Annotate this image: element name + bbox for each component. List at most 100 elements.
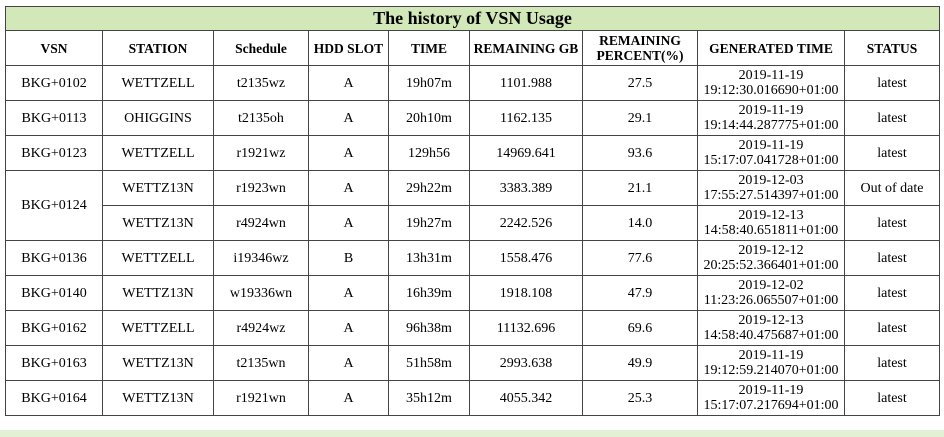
generated-date: 2019-12-13 [738, 208, 804, 223]
cell-time: 16h39m [388, 275, 470, 311]
cell-hdd-slot: A [308, 170, 389, 206]
cell-station: WETTZ13N [102, 205, 214, 241]
cell-hdd-slot: A [308, 135, 389, 171]
cell-schedule: r1921wn [213, 380, 309, 416]
cell-remaining-gb: 1101.988 [469, 65, 583, 101]
cell-hdd-slot: A [308, 275, 389, 311]
cell-station: WETTZELL [102, 240, 214, 276]
table-row: BKG+0162 WETTZELL r4924wz A 96h38m 11132… [5, 310, 940, 346]
cell-generated-time: 2019-11-19 19:12:30.016690+01:00 [697, 65, 845, 101]
vsn-usage-table: The history of VSN Usage VSN STATION Sch… [5, 6, 940, 416]
header-remaining-gb: REMAINING GB [469, 30, 583, 66]
cell-schedule: i19346wz [213, 240, 309, 276]
cell-remaining-gb: 1162.135 [469, 100, 583, 136]
table-row: BKG+0113 OHIGGINS t2135oh A 20h10m 1162.… [5, 100, 940, 136]
cell-vsn: BKG+0102 [5, 65, 103, 101]
cell-station: OHIGGINS [102, 100, 214, 136]
cell-time: 13h31m [388, 240, 470, 276]
table-row: BKG+0140 WETTZ13N w19336wn A 16h39m 1918… [5, 275, 940, 311]
generated-date: 2019-11-19 [738, 138, 804, 153]
cell-status: latest [844, 65, 940, 101]
cell-schedule: r1923wn [213, 170, 309, 206]
header-schedule: Schedule [213, 30, 309, 66]
cell-remaining-percent: 25.3 [582, 380, 698, 416]
cell-hdd-slot: A [308, 380, 389, 416]
cell-remaining-gb: 14969.641 [469, 135, 583, 171]
cell-hdd-slot: A [308, 65, 389, 101]
cell-hdd-slot: A [308, 310, 389, 346]
cell-generated-time: 2019-12-13 14:58:40.475687+01:00 [697, 310, 845, 346]
cell-schedule: t2135wz [213, 65, 309, 101]
cell-status: latest [844, 345, 940, 381]
cell-remaining-percent: 27.5 [582, 65, 698, 101]
cell-vsn: BKG+0140 [5, 275, 103, 311]
table-row: BKG+0102 WETTZELL t2135wz A 19h07m 1101.… [5, 65, 940, 101]
cell-hdd-slot: A [308, 100, 389, 136]
cell-time: 29h22m [388, 170, 470, 206]
cell-station: WETTZELL [102, 65, 214, 101]
cell-remaining-gb: 2993.638 [469, 345, 583, 381]
cell-remaining-gb: 11132.696 [469, 310, 583, 346]
cell-vsn: BKG+0136 [5, 240, 103, 276]
cell-remaining-gb: 1558.476 [469, 240, 583, 276]
cell-vsn: BKG+0163 [5, 345, 103, 381]
header-row: VSN STATION Schedule HDD SLOT TIME REMAI… [5, 30, 940, 66]
cell-status: latest [844, 135, 940, 171]
table-row: WETTZ13N r4924wn A 19h27m 2242.526 14.0 … [6, 205, 940, 241]
cell-time: 20h10m [388, 100, 470, 136]
cell-time: 96h38m [388, 310, 470, 346]
cell-generated-time: 2019-12-03 17:55:27.514397+01:00 [697, 170, 845, 206]
cell-station: WETTZELL [102, 135, 214, 171]
header-hdd-slot: HDD SLOT [308, 30, 389, 66]
vsn-history-panel: The history of VSN Usage VSN STATION Sch… [5, 6, 940, 416]
cell-schedule: r1921wz [213, 135, 309, 171]
generated-date: 2019-12-03 [738, 173, 804, 188]
cell-status: latest [844, 380, 940, 416]
table-row: BKG+0124 WETTZ13N r1923wn A 29h22m 3383.… [5, 170, 940, 241]
cell-remaining-percent: 69.6 [582, 310, 698, 346]
cell-hdd-slot: A [308, 345, 389, 381]
header-status: STATUS [844, 30, 940, 66]
page-footer-strip [0, 430, 944, 437]
cell-station: WETTZ13N [102, 380, 214, 416]
cell-station: WETTZ13N [102, 345, 214, 381]
cell-station: WETTZ13N [102, 170, 214, 206]
cell-generated-time: 2019-12-12 20:25:52.366401+01:00 [697, 240, 845, 276]
cell-schedule: r4924wz [213, 310, 309, 346]
table-row: BKG+0164 WETTZ13N r1921wn A 35h12m 4055.… [5, 380, 940, 416]
cell-remaining-gb: 3383.389 [469, 170, 583, 206]
cell-station: WETTZELL [102, 310, 214, 346]
generated-date: 2019-11-19 [738, 383, 804, 398]
generated-clock: 11:23:26.065507+01:00 [703, 293, 839, 308]
header-generated-time: GENERATED TIME [697, 30, 845, 66]
generated-date: 2019-12-12 [738, 243, 804, 258]
cell-schedule: r4924wn [213, 205, 309, 241]
cell-time: 19h27m [388, 205, 470, 241]
table-row: BKG+0123 WETTZELL r1921wz A 129h56 14969… [5, 135, 940, 171]
cell-generated-time: 2019-12-13 14:58:40.651811+01:00 [697, 205, 845, 241]
cell-remaining-percent: 77.6 [582, 240, 698, 276]
cell-remaining-percent: 47.9 [582, 275, 698, 311]
generated-clock: 19:12:59.214070+01:00 [703, 363, 839, 378]
generated-date: 2019-12-13 [738, 313, 804, 328]
generated-date: 2019-11-19 [738, 348, 804, 363]
cell-status: latest [844, 205, 940, 241]
generated-clock: 15:17:07.041728+01:00 [703, 153, 839, 168]
cell-remaining-percent: 29.1 [582, 100, 698, 136]
cell-hdd-slot: B [308, 240, 389, 276]
cell-generated-time: 2019-11-19 19:12:59.214070+01:00 [697, 345, 845, 381]
cell-remaining-gb: 4055.342 [469, 380, 583, 416]
header-vsn: VSN [5, 30, 103, 66]
header-time: TIME [388, 30, 470, 66]
cell-schedule: t2135wn [213, 345, 309, 381]
cell-vsn: BKG+0124 [5, 170, 103, 241]
generated-date: 2019-12-02 [738, 278, 804, 293]
cell-station: WETTZ13N [102, 275, 214, 311]
generated-clock: 15:17:07.217694+01:00 [703, 398, 839, 413]
cell-remaining-percent: 14.0 [582, 205, 698, 241]
cell-status: latest [844, 240, 940, 276]
cell-hdd-slot: A [308, 205, 389, 241]
generated-clock: 19:12:30.016690+01:00 [703, 83, 839, 98]
cell-schedule: w19336wn [213, 275, 309, 311]
generated-clock: 19:14:44.287775+01:00 [703, 118, 839, 133]
